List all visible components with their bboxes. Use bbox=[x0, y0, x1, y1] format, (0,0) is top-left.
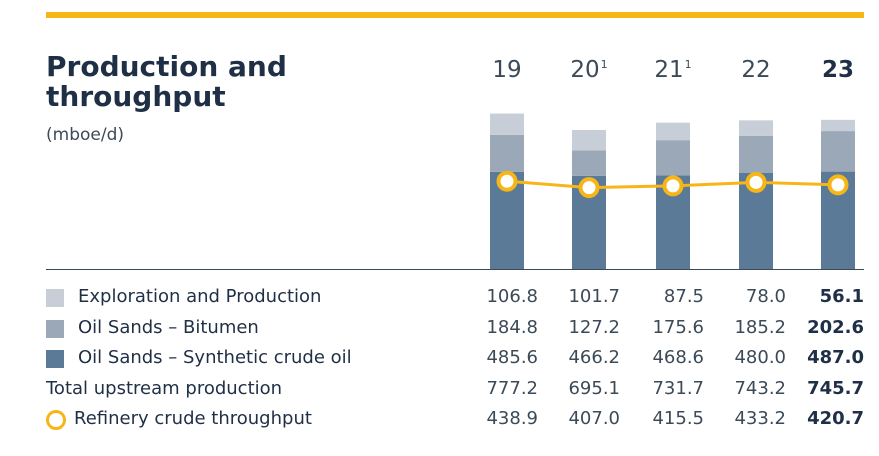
row-label: Oil Sands – Bitumen bbox=[78, 316, 259, 338]
legend-swatch bbox=[46, 350, 64, 368]
top-accent-bar bbox=[46, 12, 864, 18]
throughput-point bbox=[745, 171, 767, 193]
bar-exploration bbox=[739, 120, 773, 136]
bar-exploration bbox=[490, 113, 524, 135]
row-value: 468.6 bbox=[652, 347, 704, 368]
bar-bitumen bbox=[739, 135, 773, 173]
year-header: 23 bbox=[808, 57, 868, 83]
bar-bitumen bbox=[490, 134, 524, 172]
chart-title: Production and throughput bbox=[46, 52, 287, 112]
year-label: 23 bbox=[821, 57, 854, 83]
row-value: 106.8 bbox=[486, 286, 538, 307]
table-divider bbox=[46, 269, 864, 270]
row-value: 101.7 bbox=[568, 286, 620, 307]
year-label: 21 bbox=[654, 57, 684, 83]
row-value: 184.8 bbox=[486, 316, 538, 338]
row-value: 175.6 bbox=[652, 316, 704, 338]
row-value: 438.9 bbox=[486, 408, 538, 429]
year-header: 201 bbox=[559, 57, 619, 83]
year-footnote: 1 bbox=[684, 58, 692, 72]
table-row: Exploration and Production 106.8 101.7 87.5… bbox=[46, 286, 864, 310]
year-header: 211 bbox=[643, 57, 703, 83]
bar-bitumen bbox=[572, 150, 606, 176]
row-value: 777.2 bbox=[486, 377, 538, 399]
row-label: Oil Sands – Synthetic crude oil bbox=[78, 347, 352, 368]
title-line-1: Production and bbox=[46, 50, 287, 83]
row-value: 731.7 bbox=[652, 377, 704, 399]
bar-bitumen bbox=[656, 140, 690, 176]
legend-ring-icon bbox=[46, 410, 66, 430]
throughput-point bbox=[496, 170, 518, 192]
year-header: 19 bbox=[477, 57, 537, 83]
row-label: Refinery crude throughput bbox=[74, 408, 312, 429]
bar-exploration bbox=[656, 122, 690, 141]
row-value: 87.5 bbox=[663, 286, 704, 307]
title-line-2: throughput bbox=[46, 80, 226, 113]
row-value: 127.2 bbox=[568, 316, 620, 338]
throughput-point bbox=[578, 177, 600, 199]
row-value: 485.6 bbox=[486, 347, 538, 368]
row-value: 78.0 bbox=[745, 286, 786, 307]
row-value: 202.6 bbox=[807, 316, 864, 338]
row-value: 185.2 bbox=[734, 316, 786, 338]
year-footnote: 1 bbox=[600, 58, 608, 72]
row-value: 415.5 bbox=[652, 408, 704, 429]
table-row: Total upstream production 777.2 695.1 731.7… bbox=[46, 378, 864, 402]
row-value: 407.0 bbox=[568, 408, 620, 429]
throughput-point bbox=[662, 175, 684, 197]
table-row: Oil Sands – Bitumen 184.8 127.2 175.6 185.2 2… bbox=[46, 317, 864, 341]
throughput-point bbox=[827, 174, 849, 196]
year-header: 22 bbox=[726, 57, 786, 83]
row-value: 743.2 bbox=[734, 377, 786, 399]
legend-swatch bbox=[46, 289, 64, 307]
bar-bitumen bbox=[821, 131, 855, 172]
row-label: Total upstream production bbox=[46, 377, 283, 399]
table-row: Refinery crude throughput 438.9 407.0 415.5… bbox=[46, 408, 864, 432]
row-value: 466.2 bbox=[568, 347, 620, 368]
unit-label: (mboe/d) bbox=[46, 125, 124, 145]
row-value: 433.2 bbox=[734, 408, 786, 429]
bar-exploration bbox=[572, 129, 606, 151]
row-value: 695.1 bbox=[568, 377, 620, 399]
row-value: 56.1 bbox=[819, 286, 864, 307]
year-label: 19 bbox=[492, 57, 522, 83]
row-label: Exploration and Production bbox=[78, 286, 322, 307]
row-value: 420.7 bbox=[807, 408, 864, 429]
row-value: 480.0 bbox=[734, 347, 786, 368]
row-value: 745.7 bbox=[807, 377, 864, 399]
year-label: 20 bbox=[570, 57, 600, 83]
legend-swatch bbox=[46, 319, 64, 338]
row-value: 487.0 bbox=[807, 347, 864, 368]
year-label: 22 bbox=[741, 57, 771, 83]
table-row: Oil Sands – Synthetic crude oil 485.6 466.… bbox=[46, 347, 864, 371]
bar-exploration bbox=[821, 119, 855, 132]
